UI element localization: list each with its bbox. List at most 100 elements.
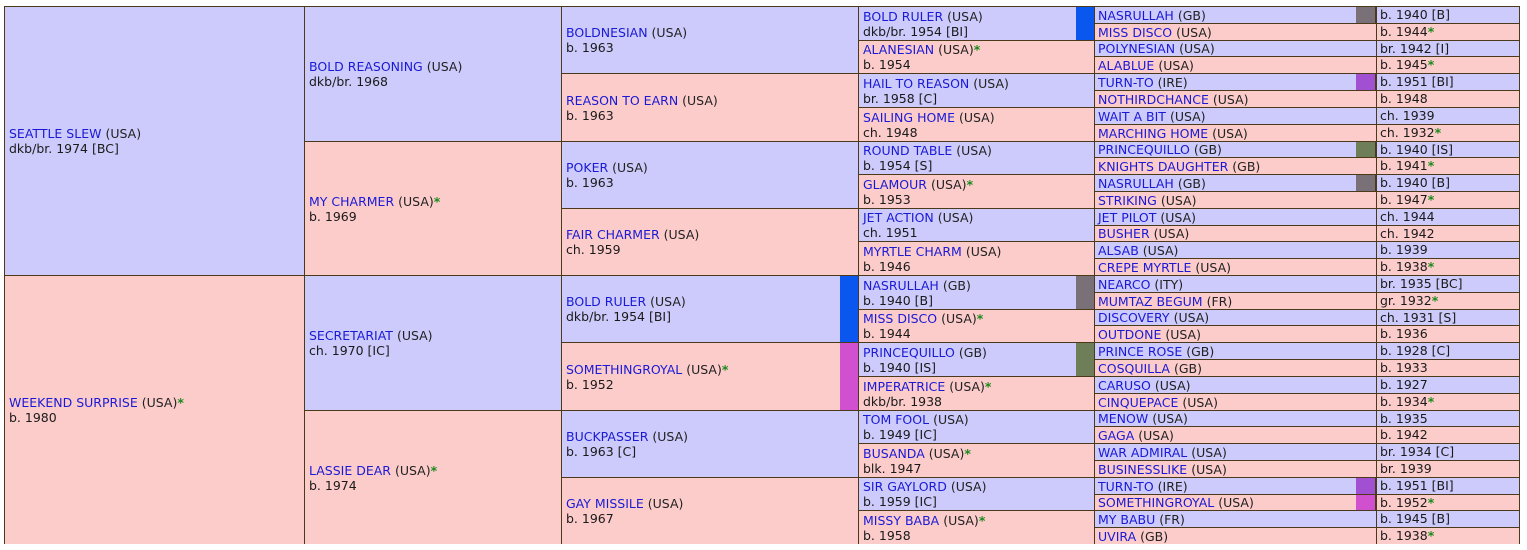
horse-name-link[interactable]: MISS DISCO	[863, 311, 938, 326]
horse-name-link[interactable]: TURN-TO	[1098, 74, 1154, 90]
horse-name-line: JET PILOT (USA)	[1098, 210, 1196, 225]
horse-name-line: POLYNESIAN (USA)	[1098, 41, 1215, 56]
horse-name-link[interactable]: SAILING HOME	[863, 109, 955, 125]
horse-name-link[interactable]: MY CHARMER	[309, 193, 395, 209]
horse-name-link[interactable]: SOMETHINGROYAL	[566, 361, 683, 377]
horse-country: (FR)	[1159, 511, 1185, 527]
horse-name-link[interactable]: ROUND TABLE	[863, 143, 953, 158]
horse-name-link[interactable]: DISCOVERY	[1098, 310, 1170, 325]
horse-name-link[interactable]: MENOW	[1098, 411, 1149, 426]
horse-name-link[interactable]: ALANESIAN	[863, 42, 935, 57]
horse-cell-g5-17: MUMTAZ BEGUM (FR)	[1095, 293, 1376, 309]
horse-name-link[interactable]: COSQUILLA	[1098, 360, 1170, 376]
horse-name-link[interactable]: KNIGHTS DAUGHTER	[1098, 158, 1229, 174]
horse-name-link[interactable]: LASSIE DEAR	[309, 462, 391, 478]
horse-details-text: b. 1951 [BI]	[1380, 478, 1454, 493]
horse-name-link[interactable]: JET ACTION	[863, 210, 934, 225]
horse-details: ch. 1951	[863, 225, 918, 240]
horse-details: b. 1936	[1377, 326, 1519, 342]
horse-cell-g5-25: GAGA (USA)	[1095, 427, 1376, 443]
star-icon: *	[976, 311, 984, 326]
horse-name-link[interactable]: NASRULLAH	[1098, 7, 1174, 23]
horse-name-link[interactable]: MUMTAZ BEGUM	[1098, 293, 1203, 309]
horse-details-text: br. 1934 [C]	[1380, 444, 1455, 459]
horse-country: (GB)	[1177, 175, 1206, 191]
horse-name-link[interactable]: MY BABU	[1098, 511, 1156, 527]
horse-details: br. 1942 [I]	[1377, 41, 1519, 56]
horse-name-link[interactable]: HAIL TO REASON	[863, 75, 970, 91]
horse-name-link[interactable]: BOLD REASONING	[309, 59, 423, 74]
horse-name-link[interactable]: TOM FOOL	[863, 412, 930, 427]
horse-name-link[interactable]: POLYNESIAN	[1098, 41, 1176, 56]
horse-name-link[interactable]: WEEKEND SURPRISE	[9, 395, 138, 410]
horse-name-link[interactable]: CINQUEPACE	[1098, 394, 1179, 410]
horse-cell-g4-9: MISS DISCO (USA)* b. 1944	[859, 310, 1094, 342]
horse-details-text: ch. 1931 [S]	[1380, 310, 1457, 325]
horse-name-link[interactable]: ALSAB	[1098, 242, 1139, 258]
horse-name-link[interactable]: SEATTLE SLEW	[9, 126, 102, 141]
horse-details-text: b. 1952	[1380, 495, 1428, 510]
horse-name-line: SAILING HOME (USA)	[863, 110, 1090, 125]
star-icon: *	[964, 445, 971, 461]
horse-name-link[interactable]: NEARCO	[1098, 276, 1151, 292]
horse-details-text: b. 1934	[1380, 394, 1428, 409]
horse-country: (USA)	[647, 496, 684, 511]
horse-country: (USA)	[973, 75, 1009, 91]
horse-name-link[interactable]: SOMETHINGROYAL	[1098, 495, 1215, 510]
horse-name-link[interactable]: IMPERATRICE	[863, 378, 946, 394]
horse-country: (USA)	[663, 227, 700, 242]
horse-name-link[interactable]: CREPE MYRTLE	[1098, 259, 1192, 275]
horse-name-link[interactable]: BOLD RULER	[863, 8, 944, 24]
horse-name-link[interactable]: OUTDONE	[1098, 326, 1162, 342]
horse-cell-g5-28: TURN-TO (IRE)	[1095, 478, 1356, 494]
horse-name-link[interactable]: STRIKING	[1098, 192, 1157, 208]
horse-details: b. 1940 [IS]	[863, 359, 937, 375]
horse-name-line: NASRULLAH (GB)	[863, 278, 1072, 293]
horse-name-link[interactable]: GAGA	[1098, 427, 1135, 443]
horse-name-link[interactable]: REASON TO EARN	[566, 92, 679, 108]
horse-country: (USA)	[682, 92, 718, 108]
horse-name-line: PRINCE ROSE (GB)	[1098, 344, 1214, 359]
horse-name-link[interactable]: SIR GAYLORD	[863, 479, 947, 494]
horse-name-link[interactable]: ALABLUE	[1098, 57, 1155, 73]
horse-name-link[interactable]: TURN-TO	[1098, 478, 1154, 494]
horse-name-link[interactable]: BUSANDA	[863, 445, 925, 461]
horse-name-link[interactable]: NASRULLAH	[863, 277, 939, 293]
horse-name-link[interactable]: BOLD RULER	[566, 294, 647, 309]
horse-name-link[interactable]: PRINCEQUILLO	[863, 344, 955, 360]
horse-name-link[interactable]: UVIRA	[1098, 528, 1137, 544]
horse-name-link[interactable]: WAIT A BIT	[1098, 108, 1166, 124]
horse-country: (USA)	[1179, 41, 1215, 56]
horse-details-text: gr. 1932	[1380, 293, 1432, 308]
horse-name-link[interactable]: BUCKPASSER	[566, 429, 649, 444]
horse-name-link[interactable]: GAY MISSILE	[566, 496, 644, 511]
horse-name-line: SEATTLE SLEW (USA)	[9, 126, 300, 141]
horse-name-link[interactable]: PRINCE ROSE	[1098, 343, 1183, 359]
horse-name-link[interactable]: NASRULLAH	[1098, 175, 1174, 191]
horse-name-link[interactable]: NOTHIRDCHANCE	[1098, 91, 1209, 107]
horse-name-link[interactable]: FAIR CHARMER	[566, 227, 660, 242]
horse-details-text: b. 1947	[1380, 192, 1428, 207]
horse-name-link[interactable]: MARCHING HOME	[1098, 125, 1209, 141]
horse-name-link[interactable]: MISS DISCO	[1098, 24, 1173, 40]
horse-name-link[interactable]: BUSHER	[1098, 226, 1150, 241]
horse-country: (USA)	[956, 143, 992, 158]
horse-country: (USA)	[1154, 377, 1191, 393]
horse-name-link[interactable]: MISSY BABA	[863, 512, 940, 528]
horse-name-link[interactable]: CARUSO	[1098, 377, 1151, 393]
horse-name-link[interactable]: POKER	[566, 160, 609, 175]
horse-country: (USA)	[426, 59, 463, 74]
horse-name-line: MY CHARMER (USA)*	[309, 194, 557, 209]
horse-name-link[interactable]: PRINCEQUILLO	[1098, 142, 1190, 157]
horse-name-link[interactable]: GLAMOUR	[863, 176, 927, 192]
horse-details-text: b. 1936	[1380, 326, 1428, 341]
horse-name-link[interactable]: MYRTLE CHARM	[863, 243, 962, 259]
horse-name-link[interactable]: BOLDNESIAN	[566, 25, 648, 40]
horse-name-line: COSQUILLA (GB)	[1098, 361, 1202, 376]
horse-name-link[interactable]: BUSINESSLIKE	[1098, 461, 1188, 477]
horse-name-line: KNIGHTS DAUGHTER (GB)	[1098, 159, 1260, 174]
horse-details-text: b. 1933	[1380, 360, 1428, 375]
horse-name-link[interactable]: SECRETARIAT	[309, 328, 393, 343]
horse-name-link[interactable]: WAR ADMIRAL	[1098, 444, 1188, 460]
horse-name-link[interactable]: JET PILOT	[1098, 209, 1157, 225]
